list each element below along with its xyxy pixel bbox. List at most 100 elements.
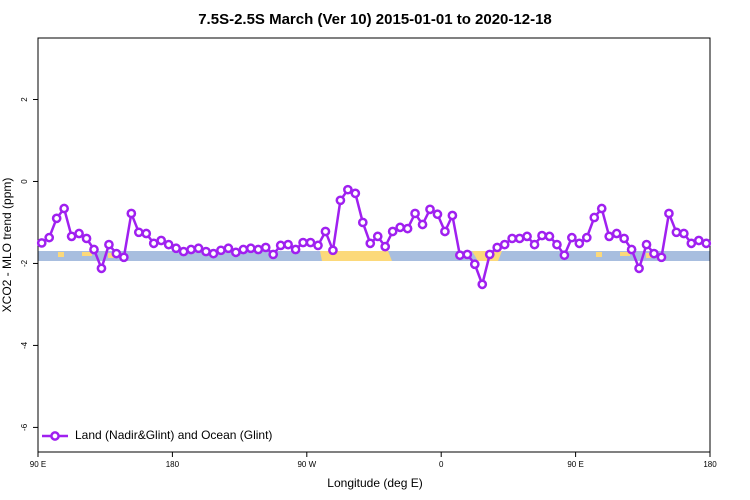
point: [701, 238, 712, 249]
point: [402, 223, 413, 234]
point: [604, 231, 615, 242]
land: [82, 252, 92, 256]
point: [395, 222, 405, 233]
point: [141, 228, 152, 239]
point: [171, 243, 181, 254]
y-tick-label: 0: [20, 179, 29, 184]
x-tick-label: 0: [439, 460, 444, 469]
point: [581, 232, 592, 243]
point: [469, 259, 480, 270]
point: [611, 228, 622, 239]
point: [305, 237, 316, 248]
point: [380, 241, 391, 252]
point: [574, 238, 585, 249]
point: [507, 233, 517, 244]
point: [111, 248, 122, 259]
point: [656, 252, 667, 263]
point: [350, 188, 361, 199]
point: [104, 239, 114, 250]
point: [425, 204, 435, 215]
point: [193, 243, 204, 254]
chart-title: 7.5S-2.5S March (Ver 10) 2015-01-01 to 2…: [198, 11, 552, 28]
point: [253, 244, 264, 255]
y-tick-label: -4: [20, 341, 29, 349]
point: [462, 249, 473, 260]
land: [320, 251, 392, 261]
point: [671, 227, 682, 238]
point: [320, 226, 331, 237]
point: [245, 243, 256, 254]
point: [626, 244, 637, 255]
point: [223, 243, 234, 254]
x-tick-label: 90 W: [297, 460, 316, 469]
point: [238, 244, 249, 255]
point: [81, 233, 92, 244]
point: [484, 249, 495, 260]
point: [634, 263, 644, 274]
point: [148, 238, 159, 249]
point: [596, 203, 607, 214]
y-axis-label: XCO2 - MLO trend (ppm): [0, 178, 14, 313]
point: [679, 228, 689, 239]
x-tick-label: 180: [166, 460, 180, 469]
x-tick-label: 90 E: [30, 460, 46, 469]
point: [432, 209, 443, 220]
point: [492, 242, 503, 253]
point: [552, 239, 562, 250]
x-tick-label: 180: [703, 460, 717, 469]
point: [477, 279, 488, 290]
point: [664, 208, 674, 219]
point: [126, 208, 137, 219]
point: [328, 245, 338, 256]
point: [59, 203, 69, 214]
point: [313, 240, 323, 251]
point: [522, 231, 532, 242]
point: [231, 247, 241, 258]
point: [260, 242, 271, 253]
point: [357, 217, 368, 228]
point: [283, 239, 293, 250]
point: [372, 231, 383, 242]
y-tick-label: -2: [20, 259, 29, 267]
point: [268, 249, 279, 260]
point: [589, 212, 600, 223]
point: [544, 231, 555, 242]
land: [58, 252, 64, 257]
point: [156, 235, 167, 246]
point: [567, 232, 577, 243]
land: [596, 252, 602, 257]
point: [410, 208, 420, 219]
point: [36, 238, 47, 248]
point: [686, 238, 697, 249]
point: [216, 245, 226, 256]
point: [66, 231, 77, 242]
point: [447, 210, 458, 221]
y-tick-label: -6: [20, 423, 29, 431]
point: [335, 195, 346, 206]
point: [499, 239, 510, 250]
point: [417, 219, 428, 230]
point: [455, 250, 465, 261]
point: [208, 248, 219, 259]
point: [290, 244, 301, 255]
point: [387, 226, 398, 237]
point: [44, 232, 55, 243]
point: [74, 228, 84, 239]
point: [514, 233, 525, 244]
point: [186, 244, 196, 255]
point: [343, 184, 353, 195]
point: [163, 239, 174, 250]
point: [96, 263, 107, 274]
point: [275, 240, 286, 251]
point: [529, 239, 540, 250]
point: [440, 226, 450, 237]
point: [641, 239, 652, 250]
legend-marker: [50, 431, 60, 441]
point: [559, 250, 570, 261]
point: [365, 238, 376, 249]
y-tick-label: 2: [20, 97, 29, 102]
point: [178, 246, 189, 257]
point: [619, 233, 629, 244]
point: [693, 235, 704, 246]
